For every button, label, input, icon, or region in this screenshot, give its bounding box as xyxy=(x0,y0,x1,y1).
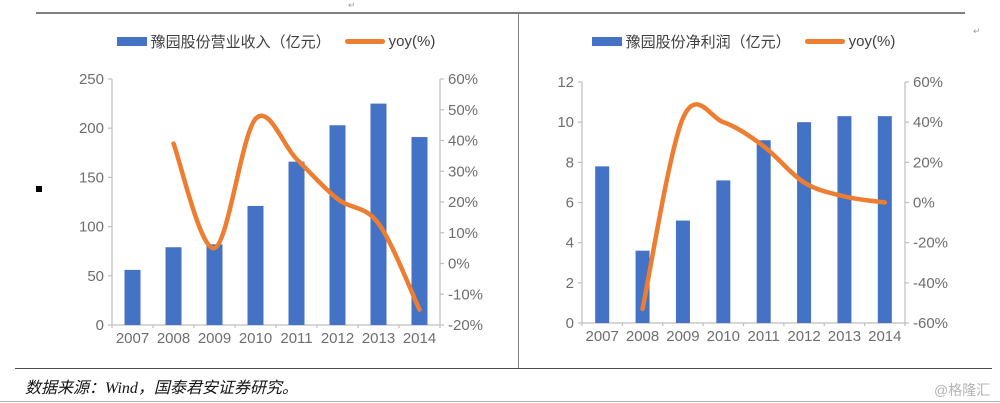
left-axis-tick-label: 2 xyxy=(566,275,574,292)
bullet-square-icon xyxy=(36,186,42,192)
right-axis-tick-label: -20% xyxy=(448,317,483,334)
category-label: 2007 xyxy=(116,330,149,347)
left-axis-tick-label: 4 xyxy=(566,235,574,252)
right-axis-tick-label: -40% xyxy=(913,275,948,292)
bar xyxy=(288,161,305,325)
left-axis-tick-label: 0 xyxy=(566,315,574,332)
category-label: 2012 xyxy=(787,328,820,345)
paragraph-return-icon: ↵ xyxy=(973,26,981,36)
category-label: 2008 xyxy=(157,330,190,347)
right-axis-tick-label: -60% xyxy=(913,315,948,332)
left-axis-tick-label: 150 xyxy=(79,169,104,186)
revenue-chart-panel: 豫园股份营业收入（亿元） yoy(%) 250 200 150 100 50 0 60% 50… xyxy=(0,0,519,370)
category-label: 2014 xyxy=(403,330,436,347)
category-label: 2014 xyxy=(868,328,901,345)
line-series-label: yoy(%) xyxy=(848,33,896,50)
right-axis-tick-label: 0% xyxy=(913,195,935,212)
bar xyxy=(206,244,223,325)
line-series-swatch xyxy=(804,39,845,44)
right-axis-tick-label: -20% xyxy=(913,235,948,252)
bar xyxy=(716,180,731,323)
category-label: 2012 xyxy=(321,330,354,347)
bar xyxy=(370,103,387,325)
line-series-swatch xyxy=(344,39,385,44)
legend-item-line: yoy(%) xyxy=(804,33,896,50)
watermark-text: @格隆汇 xyxy=(934,382,991,398)
top-rule xyxy=(36,12,965,14)
right-axis-tick-label: 20% xyxy=(913,154,943,171)
category-label: 2011 xyxy=(748,328,780,345)
category-label: 2009 xyxy=(666,328,699,345)
category-label: 2013 xyxy=(362,330,395,347)
left-axis-tick-label: 8 xyxy=(566,154,574,171)
right-axis-tick-label: 40% xyxy=(913,114,943,131)
profit-chart-panel: 豫园股份净利润（亿元） yoy(%) 12 10 8 6 4 2 0 60% 40% 20% 0% -… xyxy=(519,0,1000,370)
category-label: 2008 xyxy=(626,328,659,345)
bar xyxy=(675,220,690,323)
category-label: 2010 xyxy=(239,330,272,347)
bar xyxy=(756,140,771,323)
left-axis-tick-label: 12 xyxy=(557,74,574,91)
category-label: 2009 xyxy=(198,330,231,347)
left-axis-tick-label: 200 xyxy=(79,120,104,137)
bar-series-label: 豫园股份营业收入（亿元） xyxy=(150,34,331,51)
bar xyxy=(877,116,892,324)
bar xyxy=(247,205,264,325)
paragraph-return-icon: ↵ xyxy=(348,0,356,10)
line-series-label: yoy(%) xyxy=(388,33,436,50)
revenue-chart-plot: 250 200 150 100 50 0 60% 50% 40% 30% 20% 10% 0% -10% -… xyxy=(79,71,483,347)
data-source-text: 数据来源：Wind，国泰君安证券研究。 xyxy=(25,380,298,397)
bar xyxy=(595,166,610,323)
left-axis-tick-label: 100 xyxy=(79,219,104,236)
right-axis-tick-label: -10% xyxy=(448,286,483,303)
category-label: 2007 xyxy=(586,328,619,345)
left-axis-tick-label: 0 xyxy=(96,317,104,334)
legend-item-line: yoy(%) xyxy=(344,33,436,50)
bar xyxy=(411,137,428,325)
category-label: 2013 xyxy=(828,328,861,345)
right-axis-tick-label: 60% xyxy=(913,74,943,91)
source-rule xyxy=(15,368,992,369)
panel-divider xyxy=(518,13,519,369)
bar-series-label: 豫园股份净利润（亿元） xyxy=(625,34,791,51)
bar xyxy=(635,250,650,323)
right-axis-tick-label: 60% xyxy=(448,71,478,88)
bar-series-swatch xyxy=(116,37,147,46)
revenue-chart-legend: 豫园股份营业收入（亿元） yoy(%) xyxy=(112,31,440,52)
bottom-rule xyxy=(0,401,1000,402)
bar xyxy=(124,269,141,325)
right-axis-tick-label: 30% xyxy=(448,163,478,180)
left-axis-tick-label: 50 xyxy=(87,268,104,285)
bar-series-swatch xyxy=(591,37,622,46)
category-label: 2010 xyxy=(707,328,740,345)
legend-item-bar: 豫园股份净利润（亿元） xyxy=(591,31,791,52)
profit-chart-legend: 豫园股份净利润（亿元） yoy(%) xyxy=(582,31,905,52)
bar xyxy=(165,247,182,325)
bar xyxy=(837,116,852,324)
left-axis-tick-label: 10 xyxy=(557,114,574,131)
left-axis-tick-label: 6 xyxy=(566,195,574,212)
legend-item-bar: 豫园股份营业收入（亿元） xyxy=(116,31,331,52)
profit-chart-plot: 12 10 8 6 4 2 0 60% 40% 20% 0% -20% -40% -60% 2007 2008… xyxy=(557,74,948,345)
right-axis-tick-label: 0% xyxy=(448,256,470,273)
right-axis-tick-label: 10% xyxy=(448,225,478,242)
yoy-line xyxy=(640,102,888,312)
yoy-line xyxy=(171,113,422,312)
category-label: 2011 xyxy=(280,330,312,347)
right-axis-tick-label: 20% xyxy=(448,194,478,211)
bar xyxy=(797,122,812,324)
right-axis-tick-label: 50% xyxy=(448,102,478,119)
right-axis-tick-label: 40% xyxy=(448,133,478,150)
bar xyxy=(329,125,346,325)
left-axis-tick-label: 250 xyxy=(79,71,104,88)
